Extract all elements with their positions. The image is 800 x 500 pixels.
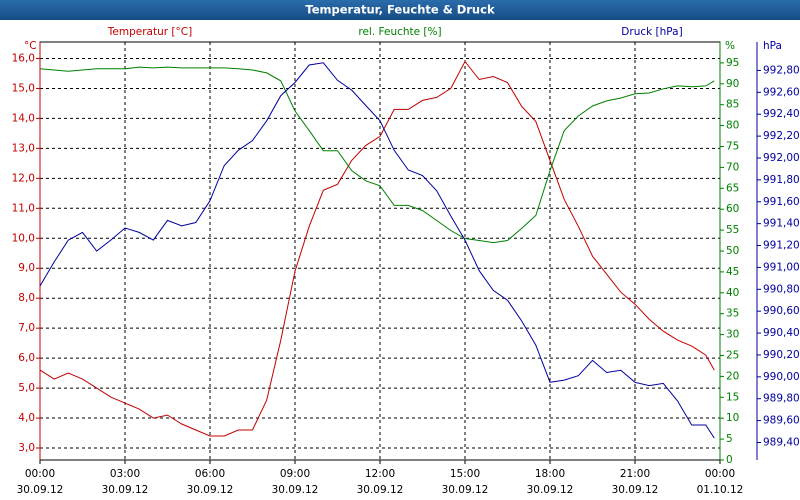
y-tick-label: 9,0 — [18, 262, 35, 274]
x-tick-label: 03:00 — [110, 468, 140, 480]
y3-tick-label: 992,60 — [763, 86, 800, 98]
data-line — [39, 62, 715, 439]
x-tick-label: 18:00 — [535, 468, 565, 480]
y3-tick-label: 991,80 — [763, 174, 800, 186]
y3-tick-label: 992,80 — [763, 64, 800, 76]
y3-tick-label: 990,60 — [763, 305, 800, 317]
y3-unit: hPa — [763, 40, 782, 52]
y3-tick-label: 991,20 — [763, 240, 800, 252]
x-tick-date: 30.09.12 — [527, 484, 574, 496]
y-tick-label: 13,0 — [12, 142, 35, 154]
y-tick-label: 14,0 — [12, 112, 35, 124]
y-tick-label: 3,0 — [18, 442, 35, 454]
y3-tick-label: 989,60 — [763, 415, 800, 427]
x-tick-label: 00:00 — [705, 468, 735, 480]
y2-tick-label: 25 — [726, 350, 739, 362]
y-tick-label: 7,0 — [18, 322, 35, 334]
y2-tick-label: 35 — [726, 308, 739, 320]
y3-tick-label: 992,40 — [763, 108, 800, 120]
y2-tick-label: 65 — [726, 182, 739, 194]
y-tick-label: 4,0 — [18, 412, 35, 424]
y3-tick-label: 990,80 — [763, 283, 800, 295]
y2-tick-label: 10 — [726, 412, 739, 424]
y2-tick-label: 70 — [726, 161, 739, 173]
x-tick-date: 01.10.12 — [697, 484, 744, 496]
y3-tick-label: 990,20 — [763, 349, 800, 361]
y-tick-label: 8,0 — [18, 292, 35, 304]
y3-tick-label: 990,00 — [763, 371, 800, 383]
series-label: Druck [hPa] — [621, 26, 682, 38]
x-tick-label: 12:00 — [365, 468, 395, 480]
chart-title: Temperatur, Feuchte & Druck — [305, 3, 495, 17]
y-tick-label: 5,0 — [18, 382, 35, 394]
y-tick-label: 15,0 — [12, 82, 35, 94]
y3-tick-label: 991,40 — [763, 218, 800, 230]
y3-tick-label: 989,40 — [763, 436, 800, 448]
y2-tick-label: 30 — [726, 329, 739, 341]
x-tick-date: 30.09.12 — [102, 484, 149, 496]
x-tick-date: 30.09.12 — [612, 484, 659, 496]
y2-tick-label: 55 — [726, 224, 739, 236]
x-tick-label: 09:00 — [280, 468, 310, 480]
x-tick-date: 30.09.12 — [187, 484, 234, 496]
x-tick-label: 06:00 — [195, 468, 225, 480]
series-label: Temperatur [°C] — [107, 26, 192, 38]
title-bar — [0, 0, 800, 20]
y3-tick-label: 989,80 — [763, 393, 800, 405]
data-line — [39, 60, 715, 437]
y2-tick-label: 75 — [726, 141, 739, 153]
y2-tick-label: 90 — [726, 78, 739, 90]
y2-tick-label: 15 — [726, 391, 739, 403]
y-tick-label: 10,0 — [12, 232, 35, 244]
y2-tick-label: 45 — [726, 266, 739, 278]
y-tick-label: 12,0 — [12, 172, 35, 184]
data-line — [39, 66, 715, 244]
x-tick-label: 15:00 — [450, 468, 480, 480]
y-tick-label: 6,0 — [18, 352, 35, 364]
y3-tick-label: 990,40 — [763, 327, 800, 339]
series-label: rel. Feuchte [%] — [358, 26, 441, 38]
y2-tick-label: 80 — [726, 120, 739, 132]
x-tick-date: 30.09.12 — [272, 484, 319, 496]
y2-tick-label: 95 — [726, 57, 739, 69]
y2-tick-label: 50 — [726, 245, 739, 257]
y2-tick-label: 0 — [726, 454, 733, 466]
y2-unit: % — [725, 40, 735, 52]
x-tick-label: 00:00 — [25, 468, 55, 480]
x-tick-date: 30.09.12 — [357, 484, 404, 496]
x-tick-date: 30.09.12 — [442, 484, 489, 496]
y2-tick-label: 60 — [726, 203, 739, 215]
y2-tick-label: 20 — [726, 370, 739, 382]
y2-tick-label: 40 — [726, 287, 739, 299]
y-unit: °C — [24, 40, 37, 52]
y2-tick-label: 85 — [726, 99, 739, 111]
y-tick-label: 11,0 — [12, 202, 35, 214]
y3-tick-label: 992,00 — [763, 152, 800, 164]
y3-tick-label: 992,20 — [763, 130, 800, 142]
x-tick-date: 30.09.12 — [17, 484, 64, 496]
y3-tick-label: 991,60 — [763, 196, 800, 208]
x-tick-label: 21:00 — [620, 468, 650, 480]
y-tick-label: 16,0 — [12, 52, 35, 64]
y3-tick-label: 991,00 — [763, 261, 800, 273]
y2-tick-label: 5 — [726, 433, 733, 445]
